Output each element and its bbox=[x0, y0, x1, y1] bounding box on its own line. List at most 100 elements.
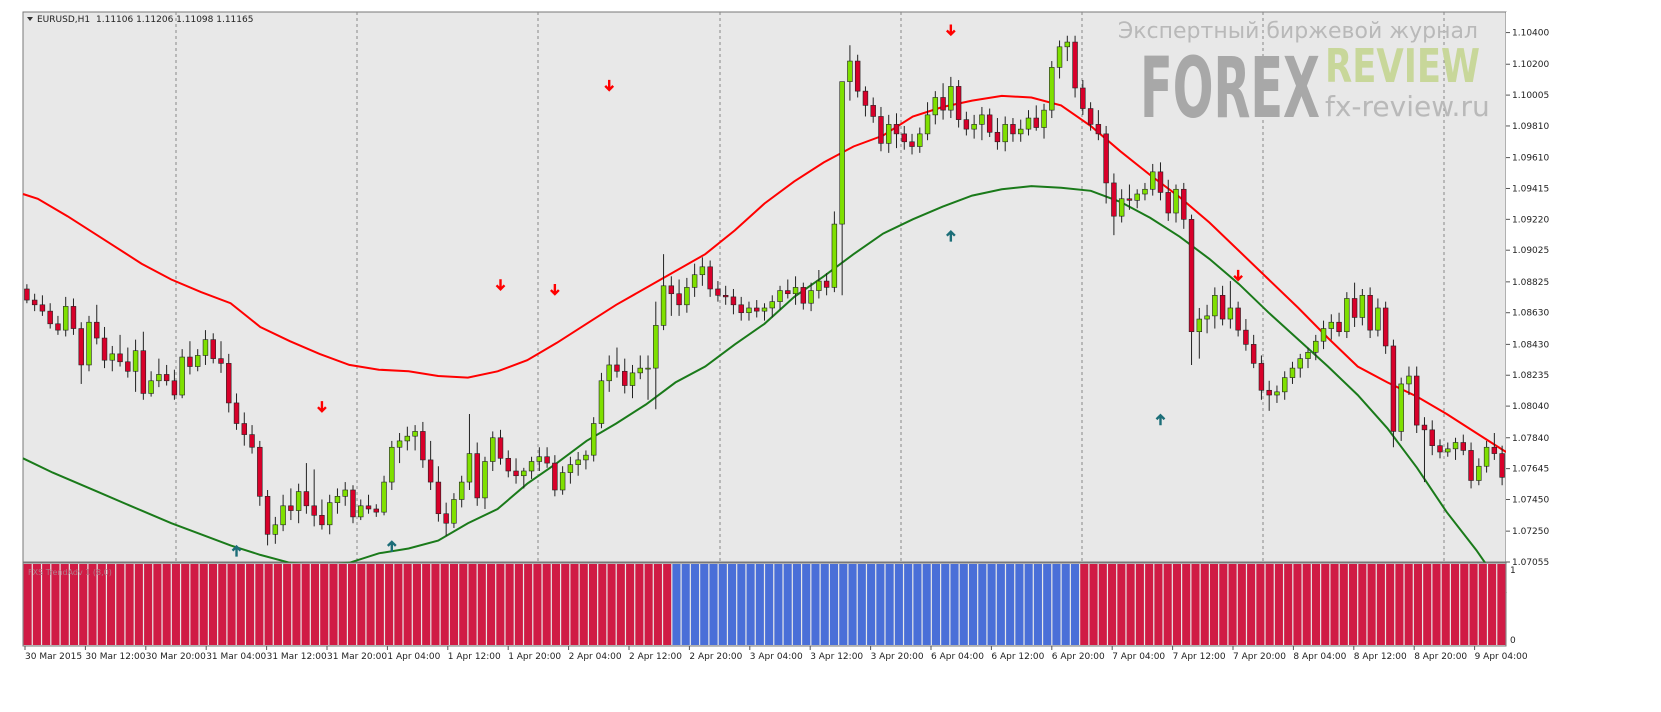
candle-body bbox=[715, 288, 721, 296]
candle-bullish bbox=[559, 466, 566, 495]
histogram-bar bbox=[375, 564, 384, 645]
time-label: 6 Apr 12:00 bbox=[991, 652, 1044, 662]
histogram-bar bbox=[690, 564, 700, 645]
histogram-bar bbox=[162, 564, 171, 645]
candle-bearish bbox=[78, 322, 84, 384]
histogram-bar bbox=[385, 564, 394, 645]
histogram-bar bbox=[273, 564, 282, 645]
histogram-bar bbox=[422, 564, 431, 645]
candle-bearish bbox=[754, 300, 760, 318]
histogram-bar bbox=[1256, 564, 1265, 645]
candle-bearish bbox=[986, 108, 993, 138]
price-label: 1.09415 bbox=[1512, 184, 1549, 194]
candle-body bbox=[280, 505, 286, 526]
histogram-bar bbox=[996, 564, 1005, 645]
candle-bullish bbox=[746, 301, 752, 321]
histogram-bar bbox=[1386, 564, 1395, 645]
histogram-bar bbox=[1070, 564, 1080, 645]
candle-bullish bbox=[482, 456, 488, 509]
candle-body bbox=[210, 339, 216, 359]
candle-body bbox=[567, 464, 574, 473]
histogram-bar bbox=[941, 564, 950, 645]
ohlc-label: 1.11106 1.11206 1.11098 1.11165 bbox=[96, 15, 253, 25]
candle-bullish bbox=[777, 285, 783, 310]
histogram-bar bbox=[987, 564, 996, 645]
candle-bearish bbox=[1095, 110, 1102, 141]
histogram-bar bbox=[1284, 564, 1293, 645]
histogram-bar bbox=[959, 564, 968, 645]
histogram-bar bbox=[51, 564, 60, 645]
histogram-bar bbox=[1200, 564, 1209, 645]
candle-body bbox=[466, 453, 473, 483]
time-label: 7 Apr 20:00 bbox=[1233, 652, 1286, 662]
candle-bullish bbox=[1274, 385, 1280, 403]
price-label: 1.08040 bbox=[1512, 402, 1549, 412]
candle-body bbox=[878, 116, 884, 144]
candle-bullish bbox=[1476, 458, 1482, 486]
candle-body bbox=[513, 470, 519, 477]
histogram-bar bbox=[1441, 564, 1450, 645]
candle-body bbox=[303, 491, 310, 507]
candle-bearish bbox=[1080, 80, 1086, 115]
candle-body bbox=[1033, 117, 1039, 128]
candle-body bbox=[1072, 41, 1078, 89]
candle-bullish bbox=[1227, 281, 1234, 329]
watermark: Экспертный биржевой журнал FOREX REVIEW … bbox=[1118, 19, 1490, 137]
candle-body bbox=[1212, 295, 1218, 317]
candle-body bbox=[1398, 383, 1404, 432]
candle-bullish bbox=[1320, 320, 1327, 350]
candle-body bbox=[847, 60, 853, 82]
candle-body bbox=[629, 372, 636, 386]
histogram-bar bbox=[1478, 564, 1487, 645]
candle-bullish bbox=[1204, 304, 1210, 334]
candle-bullish bbox=[1344, 292, 1350, 339]
histogram-bar bbox=[329, 564, 338, 645]
arrow-down-icon bbox=[945, 24, 956, 37]
candle-body bbox=[622, 370, 628, 386]
histogram-bar bbox=[246, 564, 255, 645]
candle-body bbox=[606, 364, 612, 382]
candle-body bbox=[1297, 358, 1303, 369]
main-chart-panel[interactable] bbox=[22, 11, 1507, 563]
candle-body bbox=[505, 458, 511, 472]
price-label: 1.09810 bbox=[1512, 122, 1549, 132]
arrow-down-icon bbox=[604, 79, 615, 92]
candle-bullish bbox=[1406, 366, 1412, 396]
candle-body bbox=[443, 513, 449, 524]
candle-body bbox=[1150, 171, 1156, 190]
histogram-bar bbox=[1349, 564, 1358, 645]
histogram-bar bbox=[802, 564, 811, 645]
histogram-bar bbox=[765, 564, 774, 645]
candle-body bbox=[917, 133, 923, 147]
triangle-down-icon[interactable] bbox=[27, 17, 33, 21]
candle-body bbox=[1196, 318, 1203, 333]
histogram-bar bbox=[1311, 564, 1321, 645]
time-label: 6 Apr 20:00 bbox=[1052, 652, 1105, 662]
candle-bullish bbox=[1282, 371, 1288, 400]
candle-body bbox=[544, 456, 550, 464]
price-label: 1.08825 bbox=[1512, 278, 1549, 288]
candle-bullish bbox=[1134, 189, 1140, 209]
candle-bullish bbox=[691, 263, 698, 297]
price-axis[interactable] bbox=[1506, 12, 1554, 562]
indicator-panel[interactable] bbox=[22, 562, 1507, 647]
histogram-bar bbox=[533, 564, 542, 645]
histogram-bar bbox=[125, 564, 134, 645]
histogram-bar bbox=[348, 564, 357, 645]
histogram-bar bbox=[1182, 564, 1191, 645]
arrow-down-icon bbox=[1233, 269, 1243, 282]
candle-body bbox=[1282, 377, 1288, 393]
candle-bullish bbox=[924, 102, 931, 141]
candle-body bbox=[311, 505, 317, 516]
candle-bearish bbox=[1258, 355, 1265, 400]
candle-bearish bbox=[614, 347, 620, 378]
candle-bearish bbox=[70, 298, 77, 335]
histogram-bar bbox=[867, 564, 876, 645]
candle-bearish bbox=[722, 285, 729, 305]
price-label: 1.07250 bbox=[1512, 527, 1549, 537]
candle-bearish bbox=[163, 364, 170, 386]
candle-body bbox=[24, 288, 30, 301]
histogram-bar bbox=[171, 564, 180, 645]
candle-body bbox=[738, 304, 744, 314]
candle-bullish bbox=[179, 349, 185, 399]
